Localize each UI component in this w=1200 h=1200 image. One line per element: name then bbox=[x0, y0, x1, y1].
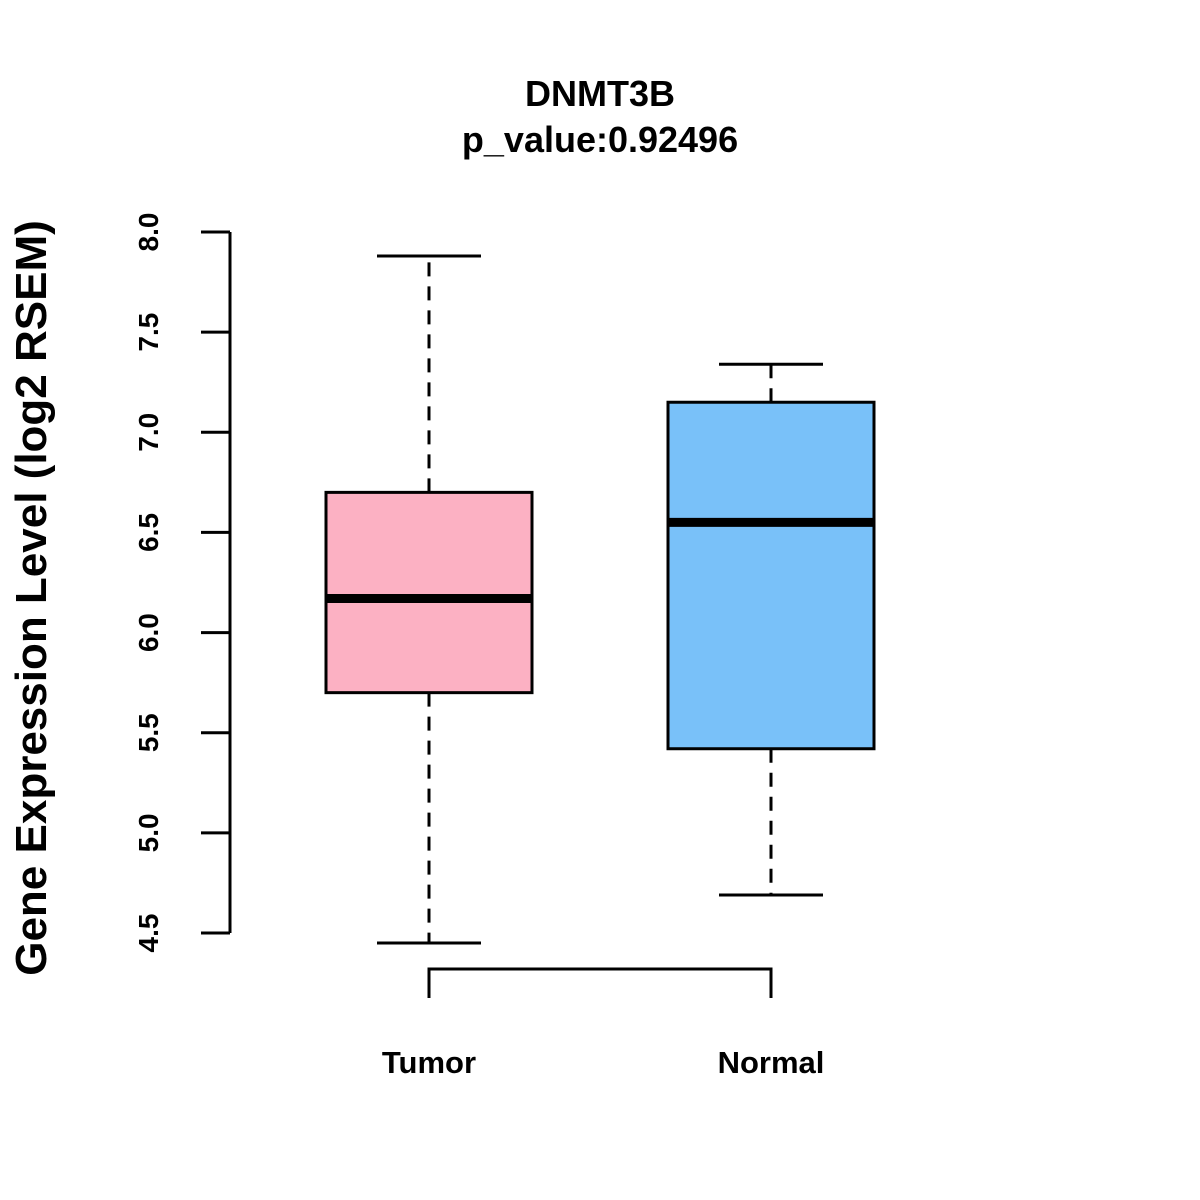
comparison-bracket bbox=[427, 967, 773, 998]
x-label-tumor: Tumor bbox=[382, 1045, 476, 1080]
box-tumor bbox=[324, 254, 534, 945]
iqr-box bbox=[666, 400, 876, 751]
y-tick-label: 7.5 bbox=[133, 313, 164, 352]
chart-title: DNMT3B bbox=[525, 73, 675, 114]
y-axis-label: Gene Expression Level (log2 RSEM) bbox=[7, 220, 56, 976]
y-tick-label: 8.0 bbox=[133, 213, 164, 252]
y-axis-ticks: 4.5 5.0 5.5 6.0 6.5 7.0 7.5 8.0 bbox=[133, 213, 230, 953]
y-tick-label: 6.5 bbox=[133, 513, 164, 552]
y-tick-label: 7.0 bbox=[133, 413, 164, 452]
box-normal bbox=[666, 362, 876, 897]
x-label-normal: Normal bbox=[718, 1045, 825, 1080]
iqr-box bbox=[324, 490, 534, 695]
y-tick-label: 5.5 bbox=[133, 713, 164, 752]
y-tick-label: 4.5 bbox=[133, 914, 164, 953]
chart-subtitle: p_value:0.92496 bbox=[462, 119, 738, 160]
y-tick-label: 6.0 bbox=[133, 613, 164, 652]
y-tick-label: 5.0 bbox=[133, 813, 164, 852]
boxes-group bbox=[324, 254, 876, 945]
x-axis-labels: Tumor Normal bbox=[382, 1045, 824, 1080]
